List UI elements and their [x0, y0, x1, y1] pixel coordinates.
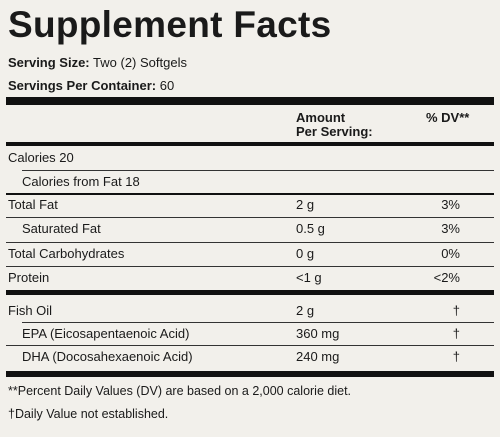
- row-label: EPA (Eicosapentaenoic Acid): [22, 326, 190, 341]
- servings-label: Servings Per Container:: [8, 78, 157, 93]
- row-rule: [22, 322, 494, 323]
- row-dv: †: [452, 326, 460, 341]
- row-amount: 0.5 g: [296, 221, 325, 236]
- thick-rule: [6, 193, 494, 195]
- row-rule: [6, 345, 494, 346]
- dv-header: % DV**: [426, 110, 470, 125]
- row-label: DHA (Docosahexaenoic Acid): [22, 349, 193, 364]
- row-dv: 3%: [441, 197, 460, 212]
- serving-size: Serving Size: Two (2) Softgels: [8, 55, 187, 70]
- row-amount: 0 g: [296, 246, 315, 261]
- thick-rule: [6, 371, 494, 377]
- row-dv: †: [452, 349, 460, 364]
- servings-value: 60: [159, 78, 175, 93]
- row-rule: [22, 170, 494, 171]
- row-dv: †: [452, 303, 460, 318]
- serving-size-value: Two (2) Softgels: [93, 55, 187, 70]
- footnote: †Daily Value not established.: [8, 407, 169, 421]
- row-label: Total Carbohydrates: [8, 246, 125, 261]
- title: Supplement Facts: [8, 4, 332, 45]
- row-dv: 0%: [441, 246, 460, 261]
- row-rule: [6, 217, 494, 218]
- thick-rule: [6, 142, 494, 146]
- amount-header: Per Serving:: [296, 124, 373, 139]
- row-rule: [6, 266, 494, 267]
- serving-size-label: Serving Size:: [8, 55, 90, 70]
- row-label: Calories from Fat 18: [22, 174, 140, 189]
- thick-rule: [6, 97, 494, 105]
- row-amount: 240 mg: [296, 349, 340, 364]
- footnote: **Percent Daily Values (DV) are based on…: [8, 384, 352, 398]
- row-amount: 360 mg: [296, 326, 340, 341]
- row-rule: [6, 242, 494, 243]
- row-label: Calories 20: [8, 150, 74, 165]
- row-amount: <1 g: [296, 270, 322, 285]
- row-dv: 3%: [441, 221, 460, 236]
- row-amount: 2 g: [296, 303, 315, 318]
- row-label: Saturated Fat: [22, 221, 101, 236]
- row-label: Protein: [8, 270, 50, 285]
- row-dv: <2%: [433, 270, 460, 285]
- row-label: Fish Oil: [8, 303, 53, 318]
- servings-per-container: Servings Per Container: 60: [8, 78, 174, 93]
- amount-header: Amount: [296, 110, 346, 125]
- row-label: Total Fat: [8, 197, 58, 212]
- row-amount: 2 g: [296, 197, 315, 212]
- thick-rule: [6, 290, 494, 295]
